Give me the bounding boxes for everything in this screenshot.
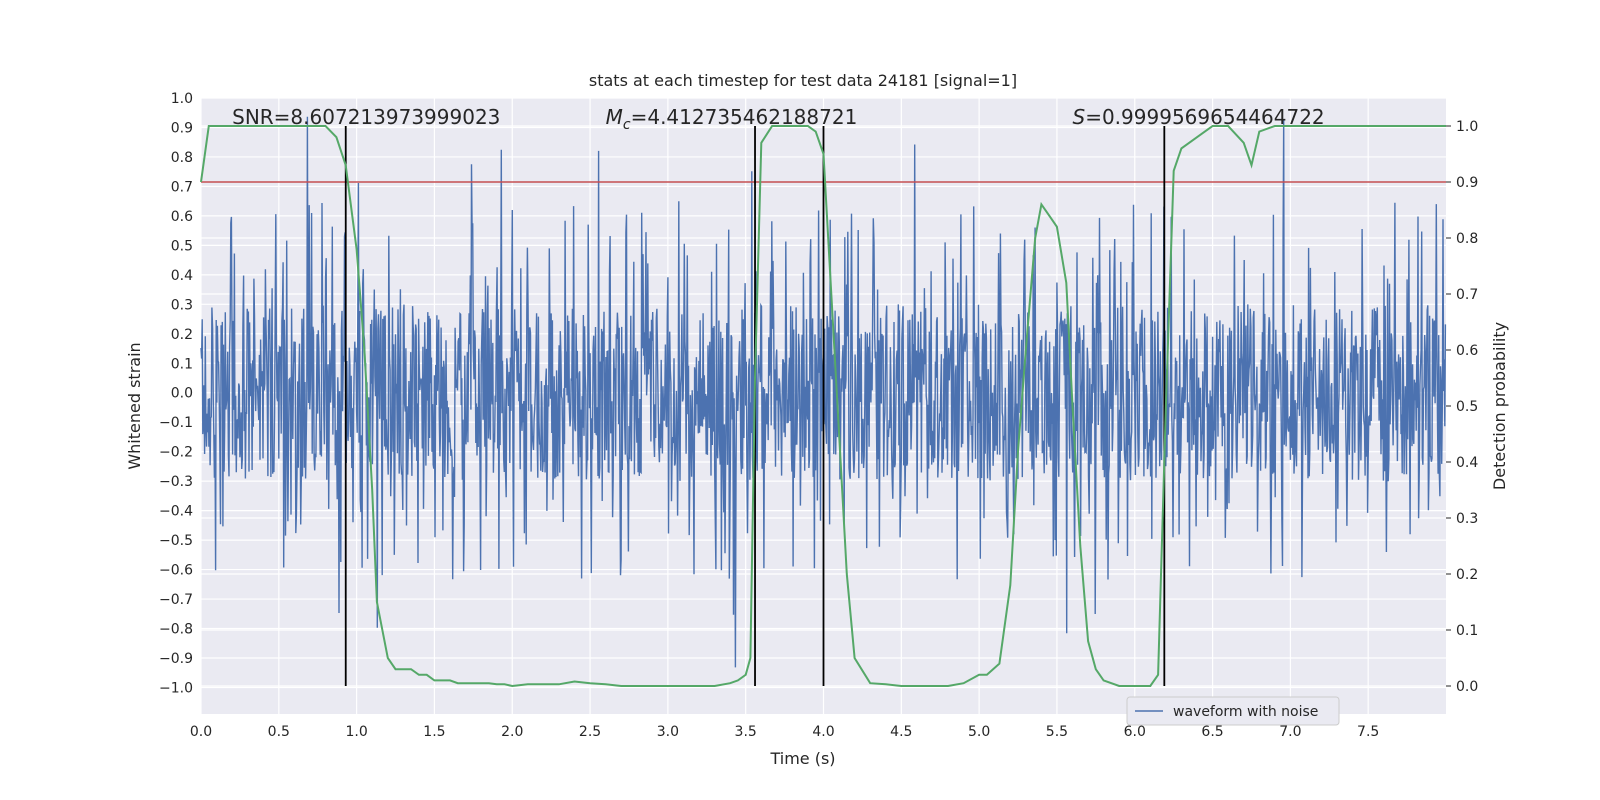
legend-label: waveform with noise	[1173, 704, 1318, 720]
probability-series	[200, 125, 1446, 688]
y-ticks: 1.0 0.9 0.8 0.7 0.6 0.5 0.4 0.3 0.2 0.1 0.0 −0.1 −0.…	[159, 91, 193, 696]
y-tick-label: −0.9	[159, 651, 193, 667]
y-tick-label: −0.8	[159, 622, 193, 638]
y2-tick-label: 0.7	[1456, 287, 1478, 303]
legend-box	[1126, 696, 1340, 726]
y-tick-label: −0.3	[159, 474, 193, 490]
x-ticks: 0.0 0.5 1.0 1.5 2.0 2.5 3.0 3.5 4.0 4.5 5.0 5.5 6.0 6…	[190, 724, 1379, 740]
chart-title: stats at each timestep for test data 241…	[589, 71, 1017, 90]
y2-tick-label: 0.6	[1456, 343, 1478, 359]
x-axis-label: Time (s)	[769, 749, 835, 768]
y2-ticks: 1.0 0.9 0.8 0.7 0.6 0.5 0.4 0.3 0.2 0.1 0.0	[1446, 119, 1478, 695]
x-tick-label: 0.0	[190, 724, 212, 740]
x-tick-label: 6.5	[1201, 724, 1223, 740]
x-tick-label: 3.5	[735, 724, 757, 740]
y2-tick-label: 0.0	[1456, 679, 1478, 695]
x-tick-label: 7.5	[1357, 724, 1379, 740]
y2-tick-label: 0.9	[1456, 175, 1478, 191]
y2-tick-label: 0.3	[1456, 511, 1478, 527]
y2-tick-label: 1.0	[1456, 119, 1478, 135]
y-tick-label: 0.9	[171, 120, 193, 136]
legend: waveform with noise	[1126, 696, 1340, 726]
y-tick-label: 1.0	[171, 91, 193, 107]
x-tick-label: 2.5	[579, 724, 601, 740]
y-tick-label: −0.7	[159, 592, 193, 608]
annotation-label: SNR=8.607213973999023	[232, 105, 500, 129]
x-tick-label: 3.0	[657, 724, 679, 740]
y-tick-label: 0.7	[171, 179, 193, 195]
y2-tick-label: 0.4	[1456, 455, 1478, 471]
x-tick-label: 2.0	[501, 724, 523, 740]
annotations: SNR=8.607213973999023 Mc=4.41273546218872…	[232, 105, 1325, 133]
y2-axis-label: Detection probability	[1490, 322, 1509, 490]
y-tick-label: −0.1	[159, 415, 193, 431]
x-tick-label: 6.0	[1124, 724, 1146, 740]
y2-tick-label: 0.2	[1456, 567, 1478, 583]
y-tick-label: 0.0	[171, 386, 193, 402]
x-tick-label: 4.5	[890, 724, 912, 740]
y-tick-label: 0.2	[171, 327, 193, 343]
y-tick-label: 0.4	[171, 268, 193, 284]
annotation-label: S=0.9999569654464722	[1073, 105, 1325, 129]
y-tick-label: −0.2	[159, 445, 193, 461]
x-tick-label: 1.5	[423, 724, 445, 740]
y-tick-label: −0.4	[159, 504, 193, 520]
annotation-label: Mc=4.412735462188721	[606, 105, 858, 133]
y2-tick-label: 0.8	[1456, 231, 1478, 247]
y-tick-label: −1.0	[159, 680, 193, 696]
y-tick-label: 0.5	[171, 238, 193, 254]
y-tick-label: 0.6	[171, 209, 193, 225]
x-tick-label: 4.0	[812, 724, 834, 740]
x-tick-label: 1.0	[345, 724, 367, 740]
x-tick-label: 5.0	[968, 724, 990, 740]
y-tick-label: 0.1	[171, 356, 193, 372]
y-tick-label: 0.3	[171, 297, 193, 313]
x-tick-label: 7.0	[1279, 724, 1301, 740]
y-axis-label: Whitened strain	[125, 342, 144, 469]
x-tick-label: 5.5	[1046, 724, 1068, 740]
y-tick-label: 0.8	[171, 150, 193, 166]
y-tick-label: −0.5	[159, 533, 193, 549]
y2-tick-label: 0.1	[1456, 623, 1478, 639]
y-tick-label: −0.6	[159, 563, 193, 579]
x-tick-label: 0.5	[268, 724, 290, 740]
y2-tick-label: 0.5	[1456, 399, 1478, 415]
